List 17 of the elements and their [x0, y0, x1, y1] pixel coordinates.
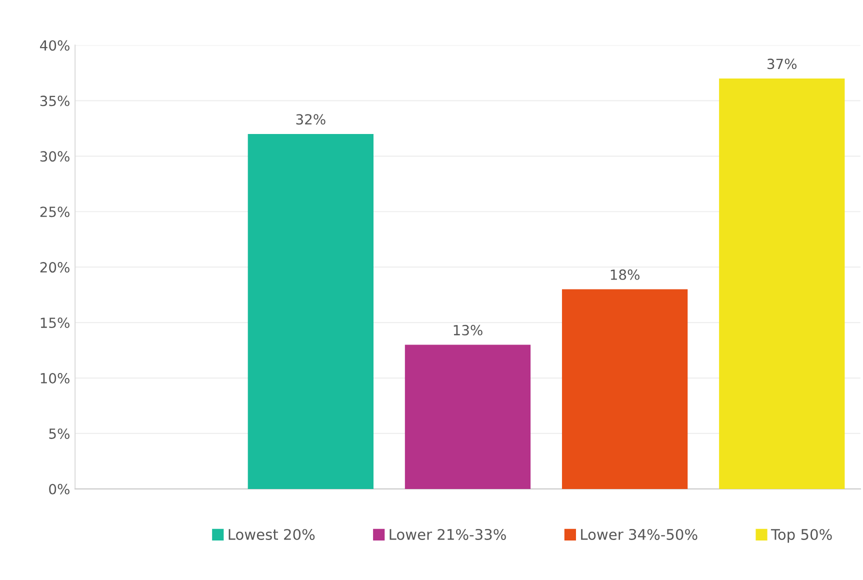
y-tick-label: 10% [40, 372, 70, 384]
legend-label: Top 50% [770, 528, 832, 543]
text: 18% [610, 269, 640, 280]
y-tick-label: 5% [49, 428, 70, 439]
y-tick-label: 35% [40, 96, 70, 106]
y-tick-label: 0% [49, 484, 70, 494]
y-tick-label: 25% [40, 206, 70, 218]
text: 32% [296, 114, 326, 125]
text: 13% [454, 324, 482, 336]
y-tick-label: 40% [40, 40, 70, 51]
text: 37% [768, 58, 797, 70]
legend-label: Lowest 20% [228, 528, 315, 540]
y-tick-label: 20% [40, 262, 70, 273]
legend-label: Lower 21%-33% [390, 528, 506, 540]
y-tick-label: 30% [40, 151, 70, 162]
legend-label: Lower 34%-50% [581, 528, 698, 540]
y-tick-label: 15% [40, 318, 70, 328]
